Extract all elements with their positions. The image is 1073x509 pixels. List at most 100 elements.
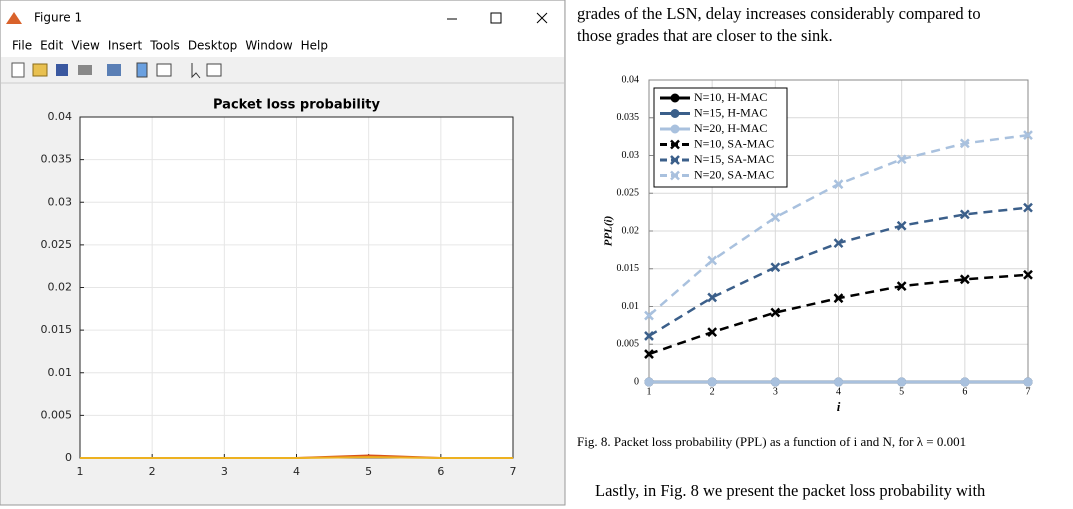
colorbar-icon[interactable] <box>136 62 148 78</box>
marker <box>959 209 970 220</box>
x-tick-label: 5 <box>899 386 904 397</box>
marker <box>833 179 844 190</box>
y-axis-label: PPL(i) <box>603 216 615 247</box>
menu-item[interactable]: Help <box>301 39 328 53</box>
x-tick-label: 2 <box>149 465 156 478</box>
x-tick-label: 4 <box>293 465 300 478</box>
y-tick-label: 0.035 <box>41 153 73 166</box>
marker <box>896 281 907 291</box>
link-icon[interactable] <box>107 64 121 76</box>
open-icon[interactable] <box>32 63 48 77</box>
x-tick-label: 1 <box>647 386 652 397</box>
series-line <box>80 456 513 459</box>
property-icon[interactable] <box>206 63 222 77</box>
legend-label: N=20, SA-MAC <box>694 167 774 181</box>
marker <box>644 310 654 321</box>
marker <box>670 139 680 150</box>
marker <box>1023 130 1033 140</box>
marker <box>1023 202 1033 213</box>
marker <box>896 220 907 231</box>
marker <box>770 377 780 387</box>
menu-bar <box>1 35 564 57</box>
paper-text: grades of the LSN, delay increases consi… <box>577 4 981 23</box>
menu-item[interactable]: Edit <box>40 39 64 53</box>
marker <box>834 377 843 387</box>
marker <box>897 377 907 387</box>
marker <box>670 170 680 181</box>
paper-text: Lastly, in Fig. 8 we present the packet … <box>595 481 986 500</box>
y-tick-label: 0.025 <box>41 238 73 251</box>
legend-label: N=10, H-MAC <box>694 90 767 104</box>
marker <box>670 124 680 134</box>
x-tick-label: 1 <box>77 465 84 478</box>
menu-item[interactable]: Desktop <box>188 39 238 53</box>
marker <box>833 293 844 304</box>
marker <box>707 377 717 387</box>
marker <box>707 327 718 338</box>
marker <box>644 331 654 341</box>
marker <box>707 255 718 266</box>
y-tick-label: 0.025 <box>617 188 640 199</box>
menu-item[interactable]: Insert <box>108 39 143 53</box>
marker <box>770 212 781 223</box>
x-tick-label: 2 <box>710 386 715 397</box>
y-tick-label: 0.015 <box>41 323 73 336</box>
window-title: Figure 1 <box>34 11 82 25</box>
marker <box>959 138 970 149</box>
chart-title: Packet loss probability <box>213 98 381 113</box>
x-tick-label: 3 <box>221 465 228 478</box>
x-tick-label: 5 <box>365 465 372 478</box>
y-tick-label: 0.01 <box>48 366 73 379</box>
legend-icon[interactable] <box>156 63 172 77</box>
marker <box>770 307 781 318</box>
x-tick-label: 4 <box>836 386 841 397</box>
marker <box>960 377 970 387</box>
marker <box>670 109 680 118</box>
close-button[interactable] <box>536 12 548 24</box>
marker <box>670 155 680 165</box>
marker <box>644 349 654 359</box>
x-tick-label: 6 <box>962 386 967 397</box>
app-icon <box>6 12 22 24</box>
save-icon[interactable] <box>56 64 68 76</box>
x-tick-label: 7 <box>510 465 517 478</box>
marker <box>833 238 844 248</box>
legend-label: N=20, H-MAC <box>694 121 767 135</box>
x-tick-label: 7 <box>1026 386 1031 397</box>
y-tick-label: 0.04 <box>622 74 640 85</box>
legend-label: N=15, SA-MAC <box>694 152 774 166</box>
y-tick-label: 0.03 <box>48 195 73 208</box>
menu-item[interactable]: Tools <box>149 39 180 53</box>
y-tick-label: 0.04 <box>48 110 73 123</box>
marker <box>644 377 654 387</box>
figure-caption: Fig. 8. Packet loss probability (PPL) as… <box>577 434 966 449</box>
x-tick-label: 6 <box>437 465 444 478</box>
x-axis-label: i <box>837 399 841 414</box>
legend-label: N=10, SA-MAC <box>694 136 774 150</box>
menu-item[interactable]: Window <box>245 39 293 53</box>
maximize-button[interactable] <box>490 12 502 24</box>
pointer-icon[interactable] <box>191 63 201 79</box>
y-tick-label: 0.01 <box>622 301 640 312</box>
y-tick-label: 0.02 <box>622 225 640 236</box>
marker <box>896 154 907 165</box>
paper-text: those grades that are closer to the sink… <box>577 26 833 45</box>
y-tick-label: 0.03 <box>622 150 640 161</box>
y-tick-label: 0.035 <box>617 112 640 123</box>
new-icon[interactable] <box>11 62 25 78</box>
marker <box>770 262 781 273</box>
print-icon[interactable] <box>78 65 92 75</box>
legend-label: N=15, H-MAC <box>694 105 767 119</box>
x-tick-label: 3 <box>773 386 778 397</box>
menu-item[interactable]: File <box>12 39 32 53</box>
marker <box>1023 269 1033 280</box>
marker <box>1023 377 1033 387</box>
y-tick-label: 0 <box>65 451 72 464</box>
menu-item[interactable]: View <box>71 39 100 53</box>
y-tick-label: 0.005 <box>617 339 640 350</box>
title-bar <box>1 1 564 35</box>
marker <box>707 292 718 303</box>
marker <box>959 274 970 285</box>
